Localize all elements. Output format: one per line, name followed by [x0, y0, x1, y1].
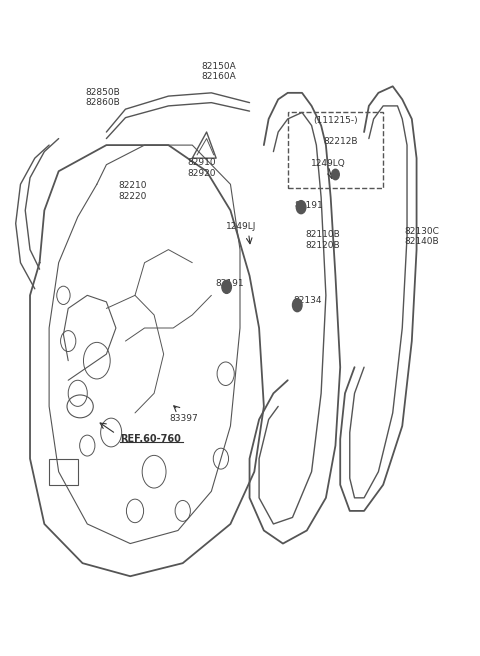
Text: 83397: 83397: [170, 414, 199, 423]
Text: 82130C
82140B: 82130C 82140B: [405, 227, 440, 246]
Text: 82191: 82191: [215, 279, 244, 288]
Text: 82210
82220: 82210 82220: [118, 181, 147, 201]
Circle shape: [292, 298, 302, 312]
Text: 82150A
82160A: 82150A 82160A: [201, 62, 236, 81]
Circle shape: [332, 169, 339, 180]
Text: 1249LQ: 1249LQ: [311, 159, 346, 168]
Text: 82850B
82860B: 82850B 82860B: [85, 88, 120, 107]
Text: 82134: 82134: [293, 296, 322, 305]
Bar: [49, 459, 78, 485]
Text: 1249LJ: 1249LJ: [226, 222, 256, 232]
Circle shape: [222, 280, 231, 293]
Text: 82212B: 82212B: [323, 137, 358, 146]
Text: REF.60-760: REF.60-760: [120, 434, 180, 444]
Text: 82910
82920: 82910 82920: [188, 158, 216, 178]
Text: 83191: 83191: [294, 201, 323, 211]
Text: (111215-): (111215-): [313, 115, 358, 125]
Circle shape: [296, 201, 306, 214]
Text: 82110B
82120B: 82110B 82120B: [306, 230, 341, 249]
Bar: [288, 112, 383, 188]
